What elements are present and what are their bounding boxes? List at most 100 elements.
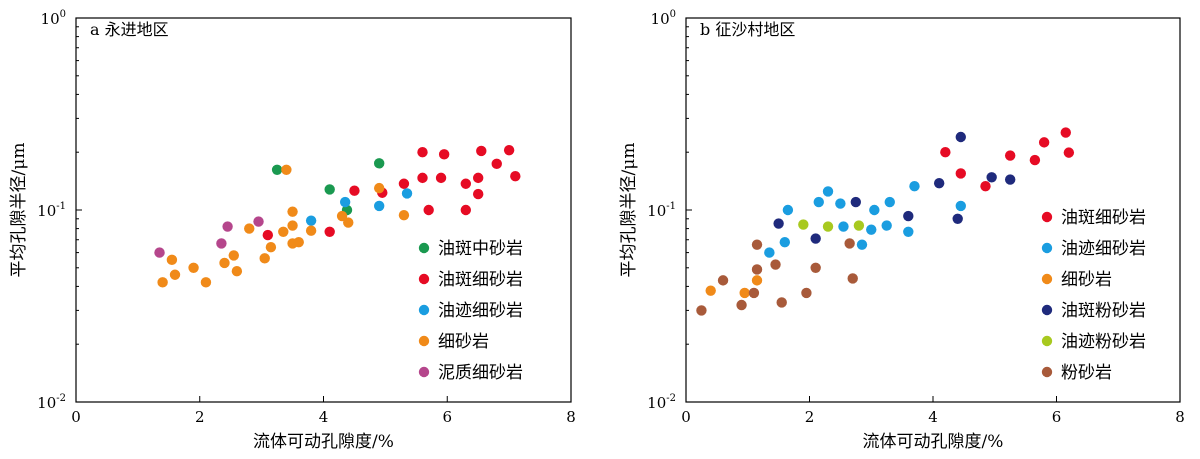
legend-label: 细砂岩 <box>438 332 489 352</box>
data-point <box>748 287 760 299</box>
data-point <box>166 254 178 266</box>
data-point <box>281 164 292 175</box>
data-point <box>782 204 794 216</box>
series-0 <box>271 158 385 216</box>
data-point <box>903 210 914 222</box>
data-point <box>736 299 747 311</box>
x-tick-label: 0 <box>681 408 691 426</box>
data-point <box>271 164 283 175</box>
data-point <box>293 236 304 248</box>
data-point <box>200 277 212 288</box>
data-point <box>1004 150 1016 161</box>
y-tick-label: 10-2 <box>37 393 66 412</box>
data-point <box>417 172 428 184</box>
data-point <box>324 184 335 195</box>
data-point <box>1029 154 1041 166</box>
series-5 <box>696 238 858 316</box>
data-point <box>398 209 410 221</box>
y-tick-label: 10-2 <box>647 393 676 412</box>
data-point <box>980 181 991 192</box>
data-point <box>510 170 521 182</box>
data-point <box>773 218 784 229</box>
legend-label: 细砂岩 <box>1061 270 1112 290</box>
data-point <box>801 287 812 299</box>
data-point <box>472 172 484 184</box>
data-point <box>822 221 834 232</box>
series-0 <box>940 127 1075 192</box>
data-point <box>472 188 484 200</box>
legend-marker <box>1041 304 1053 316</box>
data-point <box>169 269 181 280</box>
series-4 <box>154 216 264 258</box>
data-point <box>222 221 233 232</box>
data-point <box>776 297 787 308</box>
data-point <box>1063 147 1075 158</box>
data-point <box>955 168 966 179</box>
data-point <box>853 220 865 231</box>
data-point <box>813 196 824 208</box>
x-tick-label: 4 <box>319 408 329 426</box>
data-point <box>287 206 298 217</box>
data-point <box>417 147 428 158</box>
data-point <box>940 147 951 158</box>
data-point <box>491 158 502 170</box>
data-point <box>881 220 892 231</box>
data-point <box>219 257 230 269</box>
legend-label: 油迹粉砂岩 <box>1061 332 1146 352</box>
y-tick-label: 100 <box>651 9 676 28</box>
data-point <box>822 186 834 197</box>
y-axis-label: 平均孔隙半径/μm <box>9 143 29 278</box>
data-point <box>955 131 966 143</box>
data-point <box>933 177 945 189</box>
data-point <box>278 226 289 237</box>
legend-marker <box>418 366 430 378</box>
series-1 <box>262 144 521 241</box>
data-point <box>216 238 227 249</box>
data-point <box>503 144 515 156</box>
data-point <box>986 172 997 183</box>
series-4 <box>798 219 865 232</box>
data-point <box>287 220 298 231</box>
x-tick-label: 6 <box>442 408 452 426</box>
data-point <box>866 224 877 235</box>
data-point <box>305 215 317 226</box>
data-point <box>779 236 790 248</box>
data-point <box>909 181 920 192</box>
data-point <box>244 223 255 234</box>
legend-label: 油斑中砂岩 <box>438 239 523 259</box>
x-tick-label: 4 <box>928 408 938 426</box>
y-tick-label: 10-1 <box>647 201 676 220</box>
data-point <box>810 233 821 244</box>
data-point <box>764 247 775 258</box>
data-point <box>751 239 763 250</box>
data-point <box>751 275 763 286</box>
data-point <box>154 247 165 258</box>
data-point <box>798 219 809 230</box>
data-point <box>1004 174 1016 185</box>
data-point <box>373 158 385 169</box>
plot-frame <box>75 17 572 403</box>
data-point <box>770 259 781 270</box>
data-point <box>739 287 750 299</box>
data-point <box>336 210 348 222</box>
data-point <box>696 305 707 316</box>
data-point <box>844 238 855 249</box>
data-point <box>398 178 410 189</box>
data-point <box>435 172 447 184</box>
data-point <box>265 242 277 253</box>
series-1 <box>764 181 966 258</box>
data-point <box>903 226 914 237</box>
data-point <box>253 216 264 227</box>
data-point <box>438 149 450 160</box>
legend-label: 油斑细砂岩 <box>438 270 523 290</box>
legend-marker <box>418 335 430 347</box>
legend-label: 油迹细砂岩 <box>438 301 523 321</box>
panel-title: b 征沙村地区 <box>700 20 795 39</box>
data-point <box>850 196 862 208</box>
legend-marker <box>1041 211 1053 223</box>
legend-marker <box>1041 242 1053 254</box>
